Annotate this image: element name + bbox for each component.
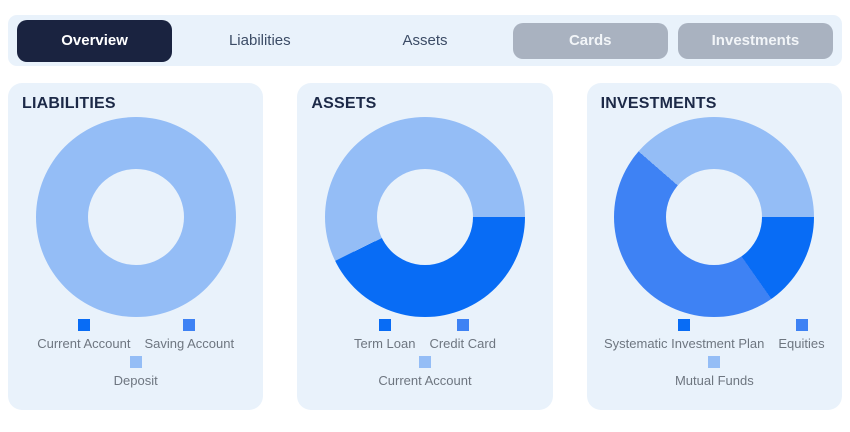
tab-cell-investments: Investments [673,22,838,59]
tab-cards[interactable]: Cards [512,22,668,59]
legend-label: Mutual Funds [674,373,754,388]
legend-row: Current Account [378,356,472,388]
investments-donut-wrap [601,113,828,317]
summary-cards-row: LIABILITIES Current Account Saving Accou… [8,83,842,410]
donut-hole [376,169,473,265]
legend-label: Term Loan [354,336,416,351]
tab-cell-liabilities: Liabilities [177,20,342,62]
liabilities-donut-wrap [22,113,249,317]
legend-current-account[interactable]: Current Account [378,356,472,388]
card-liabilities: LIABILITIES Current Account Saving Accou… [8,83,264,410]
legend-swatch-saving-account [183,319,196,331]
tab-cell-cards: Cards [508,22,673,59]
legend-label: Credit Card [429,336,496,351]
legend-row: Term Loan Credit Card [354,319,496,351]
legend-row: Deposit [114,356,158,388]
investments-card-title: INVESTMENTS [600,95,717,112]
legend-label: Saving Account [144,336,235,351]
legend-equities[interactable]: Equities [778,319,825,351]
assets-donut-wrap [311,113,538,317]
legend-current-account[interactable]: Current Account [37,319,130,351]
legend-saving-account[interactable]: Saving Account [144,319,234,351]
legend-row: Mutual Funds [675,356,754,388]
liabilities-card-title: LIABILITIES [22,95,116,112]
legend-swatch-deposit [129,356,142,368]
legend-swatch-equities [795,319,808,331]
legend-row: Current Account Saving Account [37,319,234,351]
card-assets: ASSETS Term Loan Credit Card [297,83,553,410]
legend-deposit[interactable]: Deposit [114,356,158,388]
tab-cell-overview: Overview [12,19,177,62]
legend-term-loan[interactable]: Term Loan [354,319,415,351]
legend-swatch-credit-card [456,319,469,331]
donut-hole [87,169,184,265]
tab-investments[interactable]: Investments [677,22,834,59]
legend-label: Systematic Investment Plan [603,336,765,351]
legend-swatch-mutual-funds [708,356,721,368]
tab-bar: Overview Liabilities Assets Cards Invest… [8,15,842,66]
legend-swatch-current-account [418,356,431,368]
card-investments: INVESTMENTS Systematic Investment Plan E… [586,83,842,410]
assets-donut-chart[interactable] [324,117,525,317]
legend-label: Deposit [113,373,158,388]
investments-legend: Systematic Investment Plan Equities Mutu… [601,319,828,388]
legend-label: Equities [778,336,825,351]
legend-swatch-current-account [77,319,90,331]
legend-systematic-investment-plan[interactable]: Systematic Investment Plan [604,319,764,351]
liabilities-legend: Current Account Saving Account Deposit [22,319,249,388]
dashboard-page: Overview Liabilities Assets Cards Invest… [8,15,842,410]
donut-hole [666,169,763,265]
tab-overview[interactable]: Overview [17,19,173,62]
assets-card-title: ASSETS [311,95,377,112]
legend-label: Current Account [37,336,131,351]
tab-cell-assets: Assets [342,20,507,62]
investments-donut-chart[interactable] [614,117,815,317]
tab-liabilities[interactable]: Liabilities [182,20,337,62]
legend-label: Current Account [378,373,472,388]
legend-swatch-sip [678,319,691,331]
legend-swatch-term-loan [378,319,391,331]
assets-legend: Term Loan Credit Card Current Account [311,319,538,388]
legend-mutual-funds[interactable]: Mutual Funds [675,356,754,388]
legend-credit-card[interactable]: Credit Card [429,319,496,351]
legend-row: Systematic Investment Plan Equities [604,319,825,351]
tab-assets[interactable]: Assets [347,20,502,62]
liabilities-donut-chart[interactable] [35,117,236,317]
